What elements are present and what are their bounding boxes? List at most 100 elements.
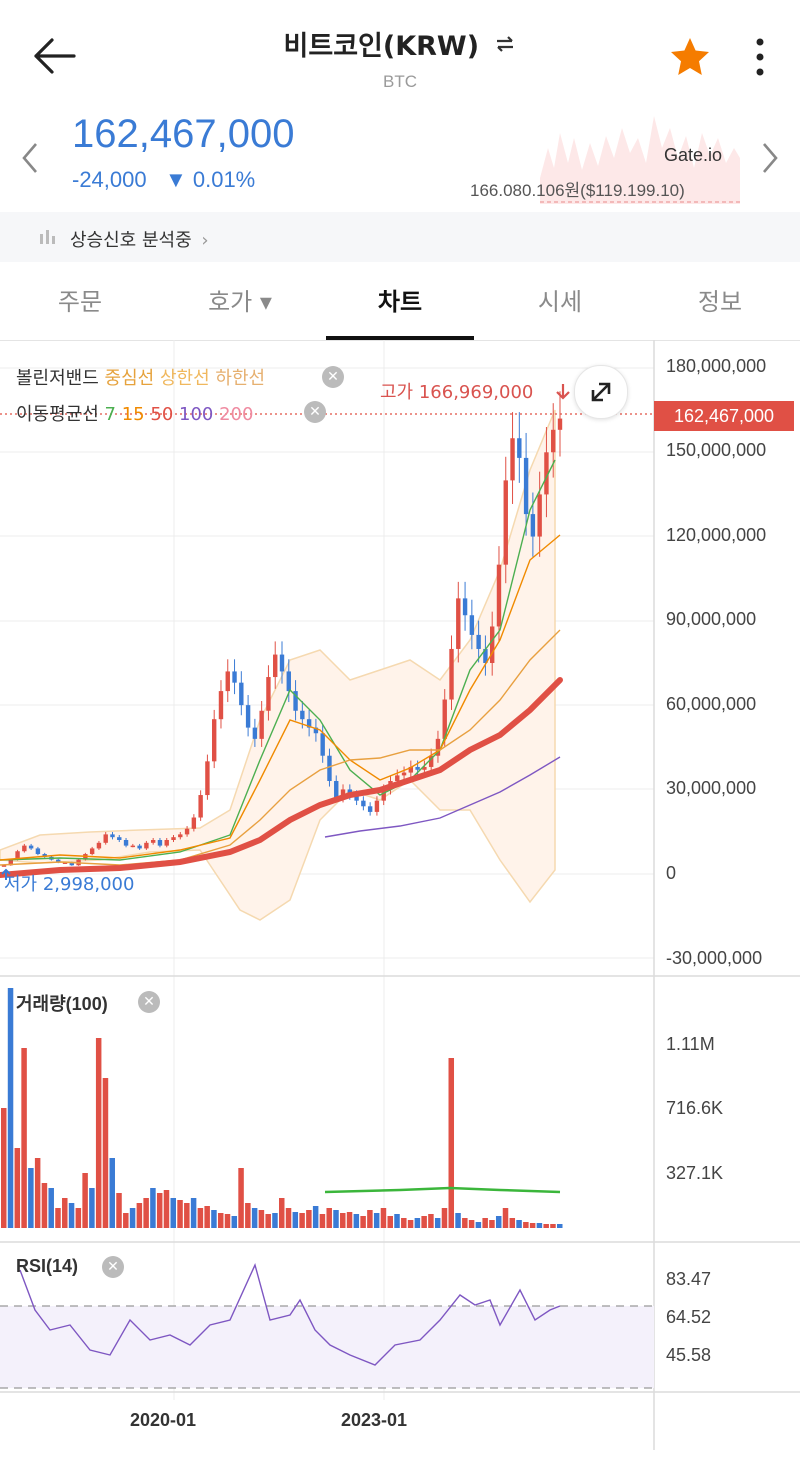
candle-body: [286, 671, 291, 692]
favorite-star-icon[interactable]: [668, 36, 712, 82]
tab-market[interactable]: 시세: [537, 288, 583, 316]
candle-body: [225, 671, 230, 692]
candle-body: [273, 654, 278, 678]
candle-body: [401, 772, 407, 776]
mini-sparkline: [540, 108, 740, 208]
volume-bar: [502, 1208, 509, 1228]
volume-bar: [468, 1220, 475, 1228]
volume-bar: [258, 1210, 265, 1228]
candle-body: [422, 766, 427, 770]
volume-bar: [48, 1188, 54, 1228]
remove-volume-icon[interactable]: ✕: [138, 991, 160, 1013]
candle-body: [428, 755, 434, 767]
price-chart[interactable]: [0, 340, 800, 1450]
volume-bar: [116, 1193, 122, 1228]
volume-bar: [184, 1203, 190, 1228]
candle-body: [544, 452, 549, 495]
volume-bar: [224, 1214, 231, 1228]
volume-bar: [217, 1213, 224, 1228]
candle-body: [489, 626, 495, 663]
candle-body: [483, 648, 488, 663]
exchange-price: 166.080.106원($119.199.10): [470, 181, 685, 200]
candle-body: [435, 738, 441, 756]
volume-title: 거래량(100): [16, 994, 108, 1014]
low-price-label: 저가 2,998,000: [4, 874, 135, 895]
volume-bar: [299, 1213, 305, 1228]
rsi-tick: 64.52: [666, 1307, 712, 1327]
candle-body: [340, 789, 346, 798]
volume-bar: [475, 1222, 482, 1228]
next-coin-icon[interactable]: [758, 140, 782, 180]
candle-body: [28, 845, 34, 849]
candle-body: [89, 848, 95, 855]
tab-order[interactable]: 주문: [57, 288, 103, 316]
volume-bar: [211, 1210, 217, 1228]
remove-ma-icon[interactable]: ✕: [304, 401, 326, 423]
volume-bar: [163, 1190, 170, 1228]
chevron-right-icon: ›: [201, 230, 209, 251]
candle-body: [117, 837, 122, 840]
tab-info[interactable]: 정보: [697, 288, 743, 316]
candle-body: [517, 438, 522, 458]
volume-bar: [529, 1223, 536, 1228]
candle-body: [157, 840, 163, 846]
change-amount: -24,000: [72, 167, 147, 192]
candle-body: [150, 840, 156, 843]
volume-tick: 1.11M: [666, 1034, 715, 1054]
rsi-tick: 83.47: [666, 1269, 712, 1289]
volume-bar: [441, 1208, 448, 1228]
candle-body: [313, 727, 319, 734]
x-tick: 2020-01: [130, 1410, 197, 1430]
volume-bar: [279, 1198, 285, 1228]
candle-body: [137, 845, 142, 849]
ma-15-line: [0, 534, 561, 861]
candle-body: [205, 761, 210, 796]
candle-body: [239, 682, 244, 706]
volume-bar: [319, 1214, 326, 1228]
tab-orderbook[interactable]: 호가 ▾: [208, 288, 272, 316]
volume-bar: [197, 1208, 204, 1228]
volume-bar: [489, 1220, 495, 1228]
candle-body: [184, 828, 190, 835]
volume-bar: [380, 1208, 387, 1228]
volume-bar: [421, 1216, 427, 1228]
candle-body: [110, 834, 115, 838]
candle-body: [408, 766, 414, 773]
y-tick: 0: [666, 863, 677, 883]
volume-bar: [367, 1210, 373, 1228]
volume-bar: [401, 1218, 407, 1228]
rsi-tick: 45.58: [666, 1345, 712, 1365]
current-price-tag: 162,467,000: [654, 401, 794, 431]
volume-bar: [292, 1212, 299, 1228]
more-menu-icon[interactable]: [752, 36, 768, 82]
candle-body: [211, 719, 217, 762]
candle-body: [496, 564, 502, 627]
candle-body: [259, 710, 264, 739]
candle-body: [191, 817, 197, 829]
candle-body: [415, 766, 420, 770]
volume-bar: [136, 1203, 143, 1228]
signal-bar[interactable]: [0, 212, 800, 262]
prev-coin-icon[interactable]: [18, 140, 42, 180]
remove-rsi-icon[interactable]: ✕: [102, 1256, 124, 1278]
candle-body: [42, 854, 47, 857]
candle-body: [320, 733, 325, 756]
signal-label[interactable]: 상승신호 분석중 ›: [70, 230, 209, 251]
back-arrow-icon[interactable]: [30, 34, 78, 82]
candle-body: [1, 865, 7, 867]
volume-bar: [102, 1078, 109, 1228]
expand-chart-button[interactable]: [574, 365, 628, 419]
remove-bollinger-icon[interactable]: ✕: [322, 366, 344, 388]
volume-bar: [340, 1213, 346, 1228]
volume-bar: [150, 1188, 156, 1228]
candle-body: [476, 634, 481, 649]
tab-chart[interactable]: 차트: [377, 288, 423, 316]
rsi-title: RSI(14): [16, 1256, 79, 1276]
candle-body: [537, 494, 542, 537]
candle-body: [306, 719, 312, 728]
swap-icon[interactable]: [494, 31, 516, 62]
candle-body: [442, 699, 447, 739]
volume-bar: [516, 1220, 522, 1228]
volume-bar: [21, 1048, 27, 1228]
coin-name: 비트코인(KRW): [283, 31, 480, 62]
